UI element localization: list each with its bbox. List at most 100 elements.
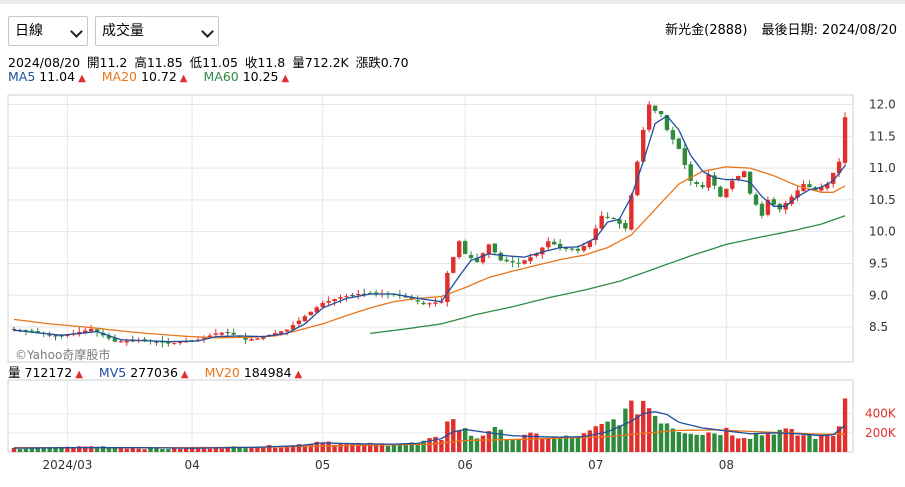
volume-bar bbox=[219, 448, 224, 452]
candle-body bbox=[569, 248, 575, 250]
volume-bar bbox=[267, 445, 272, 452]
volume-bar bbox=[385, 445, 391, 452]
volume-bar bbox=[118, 447, 124, 452]
volume-bar bbox=[41, 447, 46, 452]
volume-bar bbox=[77, 446, 82, 452]
candle-body bbox=[724, 188, 729, 198]
candle-body bbox=[741, 171, 747, 178]
volume-bar bbox=[741, 438, 747, 452]
candle-body bbox=[130, 340, 135, 342]
volume-bar bbox=[747, 438, 753, 452]
candle-body bbox=[302, 316, 308, 322]
volume-bar bbox=[308, 444, 314, 452]
volume-bar bbox=[195, 448, 201, 452]
volume-bar bbox=[706, 432, 711, 452]
candle-body bbox=[213, 333, 219, 335]
volume-bar bbox=[284, 447, 290, 452]
candle-body bbox=[344, 296, 349, 298]
volume-bar bbox=[676, 431, 682, 452]
volume-bar bbox=[59, 447, 64, 452]
volume-bar bbox=[842, 398, 848, 452]
mv20-legend: MV20 184984 ▲ bbox=[205, 365, 303, 380]
volume-bar bbox=[427, 438, 432, 452]
candle-body bbox=[255, 338, 260, 340]
ohlc-date: 2024/08/20 bbox=[8, 55, 81, 70]
candle-body bbox=[658, 110, 664, 115]
candle-body bbox=[492, 243, 498, 253]
volume-bar bbox=[17, 448, 23, 452]
price-tick-label: 11.0 bbox=[869, 161, 896, 175]
indicator-select[interactable]: 成交量 bbox=[95, 16, 219, 46]
volume-bar bbox=[540, 438, 545, 452]
volume-tick-label: 200K bbox=[865, 426, 897, 440]
candle-body bbox=[670, 130, 676, 140]
ma5-legend: MA5 11.04 ▲ bbox=[8, 69, 86, 84]
volume-bar bbox=[724, 427, 729, 452]
candle-body bbox=[290, 325, 296, 330]
candle-body bbox=[516, 262, 521, 264]
volume-bar bbox=[178, 448, 183, 452]
candle-body bbox=[706, 174, 711, 188]
volume-bar bbox=[379, 443, 385, 452]
up-triangle-icon: ▲ bbox=[281, 73, 290, 84]
volume-bar bbox=[403, 443, 408, 452]
volume-bar bbox=[213, 448, 219, 452]
mv20-value: 184984 bbox=[243, 365, 292, 380]
x-tick-label: 2024/03 bbox=[42, 458, 92, 472]
candle-body bbox=[825, 184, 830, 189]
volume-bar bbox=[753, 433, 759, 452]
volume-bar bbox=[480, 435, 486, 452]
mv5-label: MV5 bbox=[98, 365, 127, 380]
volume-bar bbox=[124, 448, 129, 452]
x-tick-label: 07 bbox=[588, 458, 603, 472]
candle-body bbox=[421, 302, 426, 305]
period-select[interactable]: 日線 bbox=[8, 16, 88, 46]
volume-bar bbox=[836, 426, 842, 452]
candle-body bbox=[771, 199, 777, 205]
candle-body bbox=[522, 260, 527, 264]
volume-bar bbox=[445, 421, 450, 452]
candle-body bbox=[611, 218, 616, 220]
candle-body bbox=[563, 247, 569, 249]
candle-body bbox=[700, 185, 705, 188]
volume-bar bbox=[296, 444, 302, 452]
ma20-legend: MA20 10.72 ▲ bbox=[102, 69, 188, 84]
candle-body bbox=[540, 247, 545, 255]
candle-body bbox=[795, 190, 800, 198]
volume-bar bbox=[575, 437, 581, 452]
volume-bar bbox=[249, 447, 254, 452]
volume-bar bbox=[759, 435, 765, 452]
candle-body bbox=[338, 297, 343, 299]
volume-bar bbox=[433, 436, 438, 452]
volume-bar bbox=[510, 439, 515, 452]
candle-body bbox=[641, 129, 646, 162]
candle-body bbox=[225, 332, 230, 334]
top-border bbox=[0, 0, 905, 4]
candle-body bbox=[836, 161, 842, 174]
up-triangle-icon: ▲ bbox=[180, 369, 189, 380]
volume-bar bbox=[629, 400, 634, 452]
candle-body bbox=[47, 334, 52, 336]
candle-body bbox=[664, 115, 670, 130]
volume-bar bbox=[551, 436, 557, 452]
volume-bar bbox=[504, 440, 509, 452]
candle-body bbox=[480, 253, 486, 263]
up-triangle-icon: ▲ bbox=[294, 369, 303, 380]
indicator-select-value: 成交量 bbox=[102, 23, 144, 39]
ma60-legend: MA60 10.25 ▲ bbox=[203, 69, 289, 84]
candle-body bbox=[629, 195, 634, 230]
volume-bar bbox=[47, 447, 52, 452]
period-select-value: 日線 bbox=[15, 23, 43, 39]
candle-body bbox=[219, 332, 224, 335]
candle-body bbox=[486, 244, 492, 255]
volume-bar bbox=[557, 438, 563, 452]
candle-body bbox=[243, 337, 248, 340]
vol-legend: 量 712172 ▲ bbox=[8, 362, 83, 381]
volume-bar bbox=[712, 433, 717, 452]
volume-bar bbox=[534, 433, 539, 452]
volume-bar bbox=[599, 423, 604, 452]
candle-body bbox=[581, 245, 587, 251]
volume-bar bbox=[498, 429, 503, 452]
candle-body bbox=[498, 252, 503, 261]
